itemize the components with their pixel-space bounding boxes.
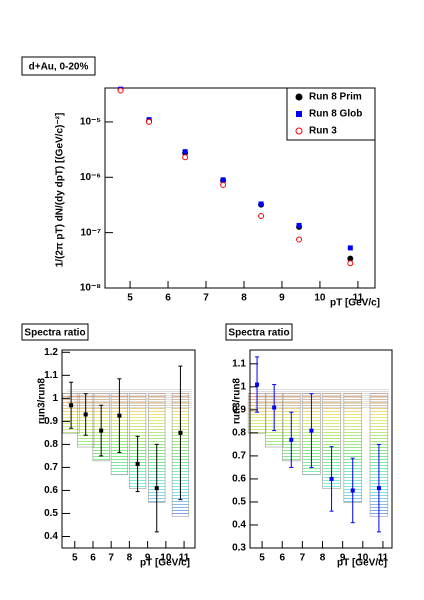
y-tick-label: 0.7 (232, 451, 246, 462)
legend-label: Run 3 (309, 126, 337, 137)
x-tick-label: 10 (357, 553, 369, 564)
data-point (258, 201, 264, 207)
x-tick-label: 9 (145, 553, 151, 564)
data-point (182, 149, 188, 155)
data-point (117, 87, 124, 94)
x-tick-label: 5 (259, 553, 265, 564)
x-tick-label: 8 (320, 553, 326, 564)
y-tick-label: 10⁻⁷ (80, 227, 101, 238)
data-point (347, 260, 354, 267)
title-box (225, 323, 293, 341)
data-point (69, 403, 74, 408)
data-point (309, 428, 314, 433)
data-point (296, 236, 303, 243)
data-point (99, 428, 104, 433)
x-tick-label: 8 (241, 293, 247, 304)
data-point (329, 476, 334, 481)
x-tick-label: 9 (340, 553, 346, 564)
data-point (146, 118, 153, 125)
y-tick-label: 10⁻⁶ (80, 172, 101, 183)
x-tick-label: 11 (179, 553, 190, 564)
data-point (117, 413, 122, 418)
y-axis-label: run3/run8 (37, 378, 48, 425)
x-tick-label: 5 (72, 553, 78, 564)
x-tick-label: 7 (108, 553, 114, 564)
x-tick-label: 6 (90, 553, 96, 564)
data-point (347, 245, 353, 251)
data-point (135, 461, 140, 466)
y-tick-label: 1 (52, 393, 58, 404)
y-tick-label: 0.8 (232, 428, 246, 439)
legend-marker (295, 93, 303, 101)
x-tick-label: 8 (127, 553, 133, 564)
x-tick-label: 9 (279, 293, 285, 304)
y-tick-label: 0.3 (232, 543, 246, 554)
data-point (255, 382, 260, 387)
y-tick-label: 1 (240, 381, 246, 392)
data-point (220, 181, 227, 188)
legend-label: Run 8 Prim (309, 92, 362, 103)
x-tick-label: 10 (314, 293, 326, 304)
data-point (296, 222, 302, 228)
y-tick-label: 0.6 (44, 485, 58, 496)
x-tick-label: 6 (165, 293, 171, 304)
plot-frame (61, 349, 196, 549)
data-point (350, 488, 355, 493)
data-point (154, 486, 159, 491)
y-tick-label: 0.4 (44, 531, 58, 542)
chart-title: Spectra ratio (228, 328, 289, 339)
x-axis-label: pT [GeV/c] (337, 558, 387, 569)
legend-label: Run 8 Glob (309, 109, 362, 120)
x-axis-label: pT [GeV/c] (140, 558, 190, 569)
data-point (83, 412, 88, 417)
y-tick-label: 0.6 (232, 474, 246, 485)
y-tick-label: 0.7 (44, 462, 58, 473)
y-tick-label: 0.9 (232, 405, 246, 416)
y-tick-label: 0.5 (232, 497, 246, 508)
x-tick-label: 7 (203, 293, 209, 304)
data-point (289, 437, 294, 442)
chart-title: Spectra ratio (24, 328, 85, 339)
y-tick-label: 0.9 (44, 416, 58, 427)
x-tick-label: 11 (378, 553, 389, 564)
x-tick-label: 10 (160, 553, 172, 564)
x-axis-label: pT [GeV/c] (330, 298, 380, 309)
legend-marker (296, 111, 302, 117)
title-box (21, 323, 89, 341)
data-point (258, 212, 265, 219)
chart-title: d+Au, 0-20% (29, 62, 89, 73)
y-axis-label: run3/run8 (232, 378, 243, 425)
x-tick-label: 7 (300, 553, 306, 564)
data-point (272, 405, 277, 410)
y-tick-label: 0.8 (44, 439, 58, 450)
y-tick-label: 10⁻⁸ (80, 283, 101, 294)
x-tick-label: 6 (279, 553, 285, 564)
x-tick-label: 11 (353, 293, 364, 304)
data-point (376, 486, 381, 491)
plot-frame (104, 87, 376, 289)
y-axis-label: 1/(2π pT) dN/(dy dpT) [(GeV/c)⁻²] (55, 113, 66, 268)
plot-frame (249, 349, 393, 549)
x-tick-label: 5 (127, 293, 133, 304)
data-point (182, 154, 189, 161)
legend-marker (295, 127, 303, 135)
y-tick-label: 1.2 (44, 347, 58, 358)
title-box (21, 56, 96, 76)
y-tick-label: 10⁻⁵ (80, 117, 101, 128)
y-tick-label: 1.1 (232, 358, 246, 369)
data-point (178, 430, 183, 435)
y-tick-label: 0.5 (44, 508, 58, 519)
y-tick-label: 1.1 (44, 370, 58, 381)
data-point (220, 177, 226, 183)
y-tick-label: 0.4 (232, 520, 246, 531)
